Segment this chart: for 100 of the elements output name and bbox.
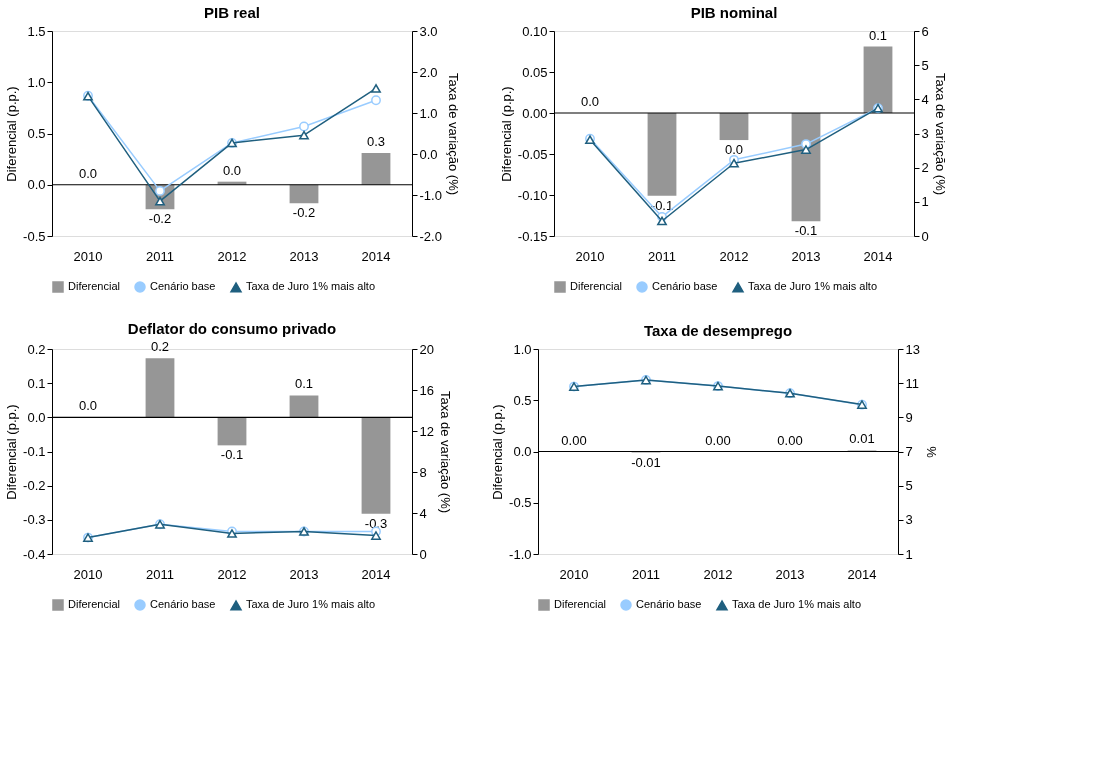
legend-label: Taxa de Juro 1% mais alto [748, 280, 878, 293]
data-label: -0.1 [794, 223, 818, 239]
y2-tick-label: 8 [419, 464, 427, 480]
data-label: 0.1 [294, 376, 314, 392]
legend-label: Cenário base [150, 598, 216, 610]
y2-tick-label: 0 [419, 546, 427, 562]
y2-tick-label: 3 [905, 512, 913, 528]
y-tick-label: 0.5 [27, 126, 46, 141]
y2-tick-label: 5 [905, 478, 913, 494]
y2-tick-label: 4 [419, 505, 427, 521]
legend-label: Taxa de Juro 1% mais alto [246, 280, 376, 293]
y-tick-label: 0.2 [27, 341, 46, 357]
y-tick-label: -0.15 [517, 228, 548, 244]
x-tick-label: 2014 [361, 248, 391, 264]
legend-label: Diferencial [570, 280, 622, 292]
legend-label: Diferencial [68, 280, 120, 292]
y2-tick-label: 1.0 [419, 105, 438, 121]
y2-tick-label: 1 [905, 546, 913, 562]
y2-tick-label: 3.0 [419, 23, 438, 39]
y-axis-title: Diferencial (p.p.) [498, 86, 514, 182]
chart-title: PIB nominal [690, 4, 778, 21]
y-tick-label: 0.0 [27, 409, 46, 425]
y-tick-label: 0.05 [522, 64, 548, 80]
data-label: 0.0 [724, 142, 744, 158]
y-tick-label: -0.3 [23, 512, 46, 528]
x-tick-label: 2014 [361, 566, 391, 582]
y2-tick-label: 0 [921, 228, 929, 244]
y2-tick-label: -1.0 [419, 187, 442, 203]
y-axis-title: Diferencial (p.p.) [490, 404, 506, 500]
data-label: 0.00 [777, 432, 803, 448]
y-tick-label: 1.5 [27, 23, 46, 39]
legend-label: Cenário base [636, 598, 702, 610]
legend-label: Taxa de Juro 1% mais alto [732, 598, 862, 611]
y-tick-label: -0.5 [509, 495, 532, 511]
x-tick-label: 2010 [575, 248, 605, 264]
y-tick-label: -0.1 [23, 444, 46, 459]
y-tick-label: -0.05 [517, 146, 548, 162]
x-tick-label: 2012 [719, 248, 749, 264]
x-tick-label: 2014 [863, 248, 893, 264]
y-tick-label: 0.0 [27, 177, 46, 193]
legend-label: Diferencial [68, 598, 120, 610]
y2-tick-label: 13 [905, 341, 920, 357]
data-label: 0.00 [561, 432, 587, 448]
y-axis-title: Diferencial (p.p.) [4, 404, 20, 500]
x-tick-label: 2013 [289, 566, 319, 582]
data-label: 0.3 [366, 133, 386, 149]
y-tick-label: 0.5 [513, 392, 532, 408]
x-tick-label: 2014 [847, 566, 877, 582]
data-label: 0.2 [150, 339, 170, 355]
data-label: 0.00 [705, 432, 731, 448]
data-label: 0.1 [868, 27, 888, 43]
x-tick-label: 2011 [146, 566, 174, 582]
y-tick-label: -0.5 [23, 228, 46, 244]
y-tick-label: 0.0 [513, 444, 532, 459]
x-tick-label: 2013 [775, 566, 805, 582]
data-label: -0.3 [364, 515, 388, 531]
x-tick-label: 2011 [146, 248, 174, 264]
y-tick-label: -0.2 [23, 478, 46, 494]
y2-tick-label: 1 [921, 194, 929, 210]
y2-tick-label: 0.0 [419, 146, 438, 162]
y2-tick-label: 9 [905, 409, 913, 425]
y2-axis-title: Taxa de variação (%) [445, 72, 461, 196]
x-tick-label: 2013 [289, 248, 319, 264]
legend-label: Cenário base [150, 280, 216, 292]
y-tick-label: -0.4 [23, 546, 46, 562]
data-label: 0.0 [222, 162, 242, 178]
x-tick-label: 2011 [632, 566, 660, 582]
y2-tick-label: 7 [905, 444, 913, 459]
y2-tick-label: 4 [921, 91, 929, 107]
y2-tick-label: 16 [419, 382, 434, 398]
data-label: -0.01 [631, 454, 661, 470]
y-tick-label: -0.10 [517, 187, 548, 203]
data-label: -0.2 [292, 205, 316, 221]
y-tick-label: 1.0 [513, 341, 532, 357]
x-tick-label: 2012 [703, 566, 733, 582]
y2-axis-title: Taxa de variação (%) [437, 390, 453, 514]
y2-tick-label: 2 [921, 160, 929, 176]
y2-tick-label: 11 [905, 375, 919, 391]
y2-tick-label: 3 [921, 126, 929, 141]
data-label: 0.0 [580, 94, 600, 109]
chart-title: PIB real [204, 4, 260, 21]
data-label: -0.1 [650, 197, 674, 213]
y-tick-label: 0.1 [27, 375, 46, 391]
data-label: 0.01 [849, 431, 875, 447]
y-tick-label: 0.10 [522, 23, 548, 39]
y2-tick-label: 5 [921, 57, 929, 73]
y-tick-label: 1.0 [27, 74, 46, 90]
y2-axis-title: % [923, 446, 939, 459]
x-tick-label: 2010 [559, 566, 589, 582]
y-tick-label: 0.00 [522, 105, 548, 121]
legend-label: Cenário base [652, 280, 718, 292]
data-label: 0.0 [78, 165, 98, 181]
x-tick-label: 2013 [791, 248, 821, 264]
data-label: -0.2 [148, 211, 172, 227]
data-label: -0.1 [220, 447, 244, 463]
x-tick-label: 2012 [217, 248, 247, 264]
legend-label: Diferencial [554, 598, 606, 610]
chart-title: Taxa de desemprego [643, 322, 793, 339]
y2-tick-label: 20 [419, 341, 434, 357]
x-tick-label: 2010 [73, 566, 103, 582]
